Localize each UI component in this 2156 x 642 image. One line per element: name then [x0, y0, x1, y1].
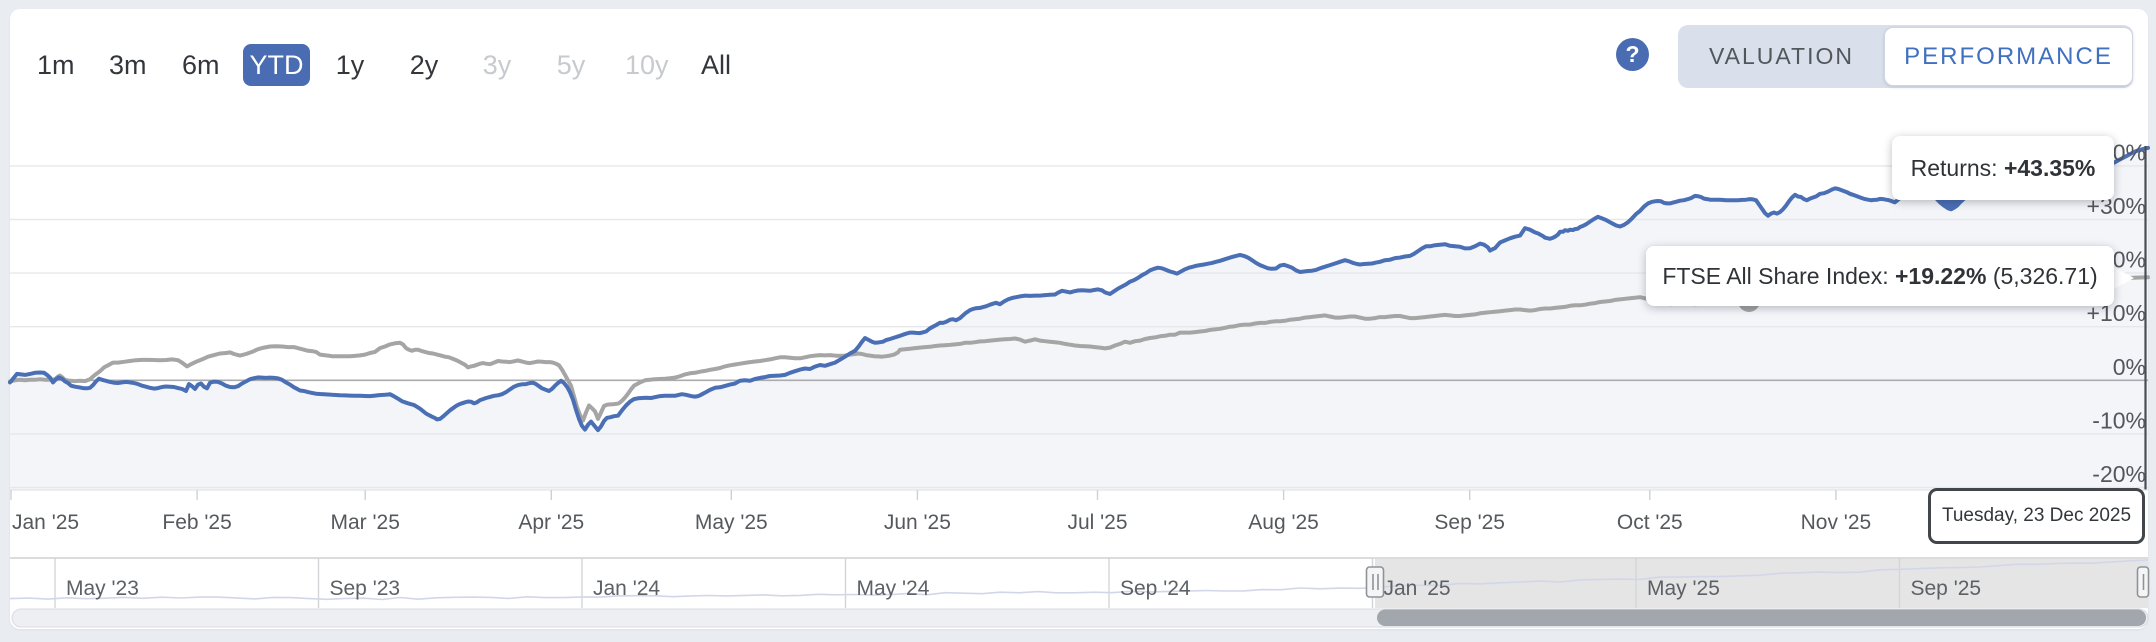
svg-text:0%: 0% — [2113, 354, 2146, 380]
svg-text:May '23: May '23 — [66, 577, 139, 600]
svg-text:Sep '25: Sep '25 — [1911, 577, 1982, 600]
svg-text:Oct '25: Oct '25 — [1617, 511, 1683, 534]
svg-text:Aug '25: Aug '25 — [1248, 511, 1319, 534]
svg-text:Jan '24: Jan '24 — [593, 577, 660, 600]
svg-text:-10%: -10% — [2092, 407, 2146, 433]
svg-text:Apr '25: Apr '25 — [518, 511, 584, 534]
svg-text:Sep '24: Sep '24 — [1120, 577, 1191, 600]
svg-text:Jan '25: Jan '25 — [1384, 577, 1451, 600]
svg-text:Sep '25: Sep '25 — [1434, 511, 1505, 534]
svg-text:Sep '23: Sep '23 — [330, 577, 401, 600]
svg-text:Jan '25: Jan '25 — [12, 511, 79, 534]
svg-text:-20%: -20% — [2092, 461, 2146, 487]
svg-text:May '25: May '25 — [695, 511, 768, 534]
svg-text:Jun '25: Jun '25 — [884, 511, 951, 534]
svg-text:Nov '25: Nov '25 — [1801, 511, 1872, 534]
svg-text:Jul '25: Jul '25 — [1067, 511, 1127, 534]
svg-text:May '24: May '24 — [857, 577, 930, 600]
svg-text:Mar '25: Mar '25 — [331, 511, 400, 534]
svg-text:Feb '25: Feb '25 — [162, 511, 231, 534]
svg-text:May '25: May '25 — [1647, 577, 1720, 600]
